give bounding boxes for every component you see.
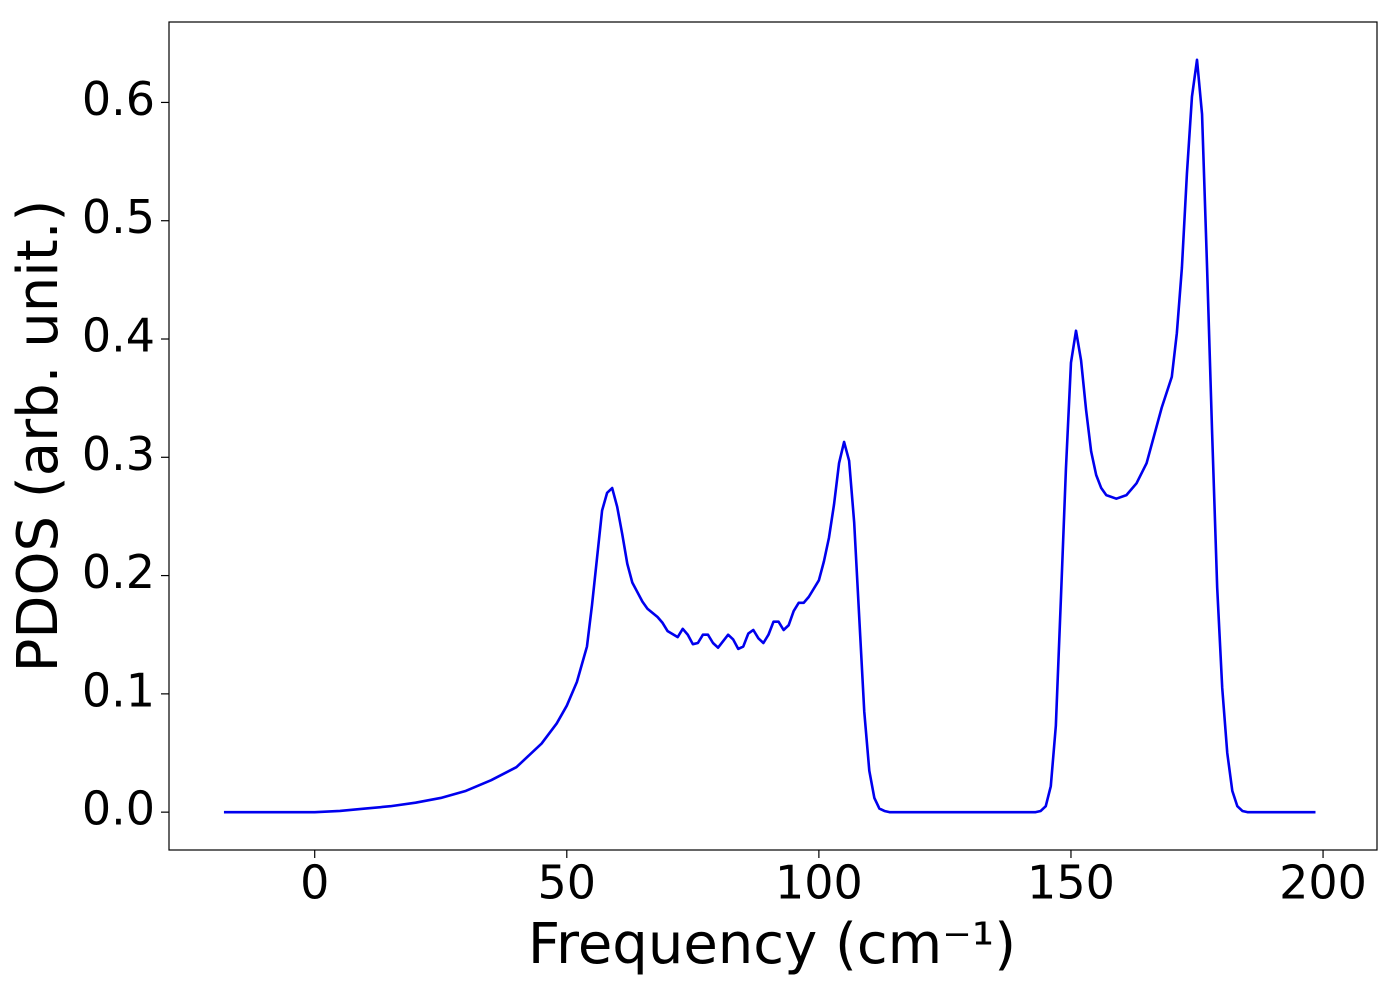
y-tick-label: 0.0 (82, 782, 155, 836)
y-axis-label: PDOS (arb. unit.) (6, 200, 71, 673)
x-tick-label: 150 (1027, 856, 1115, 910)
x-tick-label: 100 (775, 856, 863, 910)
y-tick-label: 0.3 (82, 427, 155, 481)
x-axis-label: Frequency (cm⁻¹) (528, 912, 1016, 977)
y-tick-label: 0.1 (82, 663, 155, 717)
x-tick-label: 200 (1279, 856, 1367, 910)
x-tick-label: 50 (538, 856, 597, 910)
y-tick-label: 0.4 (82, 309, 155, 363)
x-tick-label: 0 (300, 856, 329, 910)
y-tick-label: 0.5 (82, 190, 155, 244)
y-tick-label: 0.6 (82, 72, 155, 126)
pdos-line (223, 58, 1316, 814)
plot-frame (168, 21, 1378, 851)
y-tick-label: 0.2 (82, 545, 155, 599)
